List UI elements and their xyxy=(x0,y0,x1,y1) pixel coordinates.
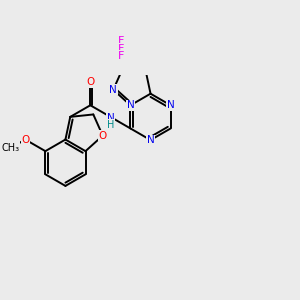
Text: O: O xyxy=(21,134,29,145)
Text: F: F xyxy=(118,51,124,61)
Text: N: N xyxy=(167,100,175,110)
Text: N: N xyxy=(127,100,134,110)
Text: CH₃: CH₃ xyxy=(1,143,19,153)
Text: O: O xyxy=(99,130,107,141)
Text: H: H xyxy=(107,120,114,130)
Text: F: F xyxy=(118,37,124,46)
Text: O: O xyxy=(86,77,94,87)
Text: N: N xyxy=(106,113,114,123)
Text: N: N xyxy=(110,85,117,95)
Text: F: F xyxy=(118,44,124,53)
Text: N: N xyxy=(147,135,154,145)
